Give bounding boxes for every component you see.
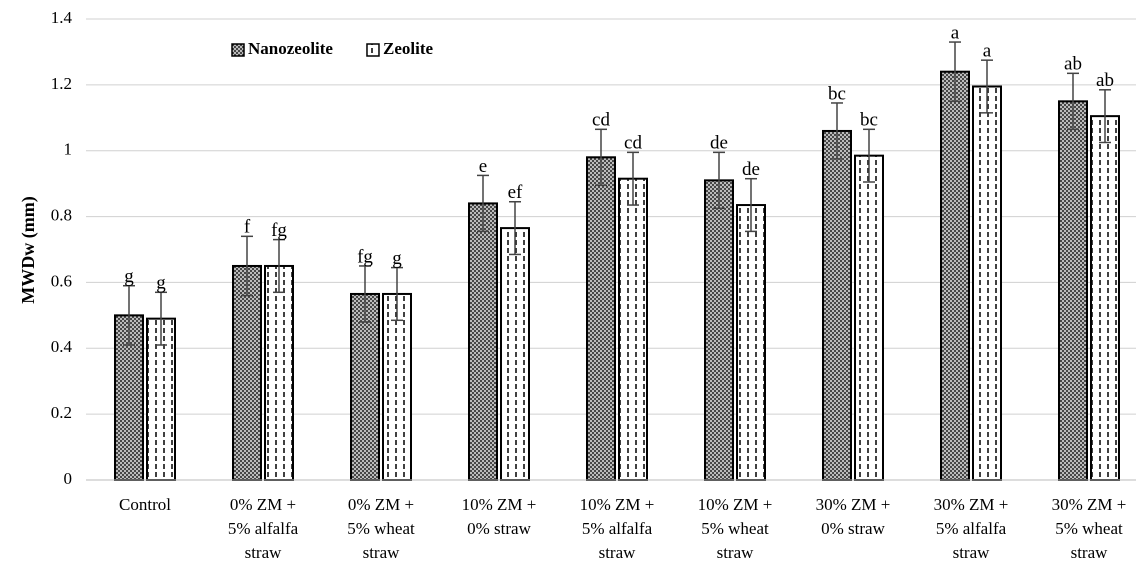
x-tick-label: 10% ZM + 5% alfalfa straw bbox=[580, 495, 655, 562]
significance-letter: g bbox=[124, 266, 134, 287]
bar bbox=[822, 129, 852, 481]
x-tick-label-line: straw bbox=[599, 543, 637, 562]
significance-letter: de bbox=[742, 159, 760, 180]
y-axis-label: MWDw (mm) bbox=[18, 196, 39, 303]
bar bbox=[972, 85, 1002, 481]
significance-letter: a bbox=[951, 22, 960, 43]
bar bbox=[940, 70, 970, 482]
bar bbox=[736, 204, 766, 482]
significance-letter: ef bbox=[508, 182, 523, 203]
significance-letter: bc bbox=[860, 110, 878, 131]
significance-letter: fg bbox=[271, 220, 287, 241]
x-tick-label-line: straw bbox=[1071, 543, 1109, 562]
bar bbox=[382, 292, 412, 482]
x-tick-label-line: 10% ZM + bbox=[698, 495, 773, 514]
x-tick-label-line: 0% straw bbox=[467, 519, 531, 538]
bar bbox=[1090, 115, 1120, 481]
significance-letter: cd bbox=[592, 110, 610, 131]
x-tick-label-line: 30% ZM + bbox=[1052, 495, 1127, 514]
x-tick-label-line: 5% alfalfa bbox=[228, 519, 299, 538]
y-tick-label: 1.4 bbox=[51, 8, 73, 27]
bar bbox=[468, 202, 498, 481]
bar bbox=[854, 154, 884, 481]
significance-letter: e bbox=[479, 156, 487, 177]
significance-letter: ab bbox=[1064, 54, 1082, 75]
x-tick-label: 0% ZM + 5% wheat straw bbox=[347, 495, 415, 562]
bar bbox=[232, 264, 262, 482]
x-tick-label: 30% ZM + 5% alfalfa straw bbox=[934, 495, 1009, 562]
bar bbox=[264, 264, 294, 482]
x-tick-label: 10% ZM + 0% straw bbox=[462, 495, 537, 538]
bar bbox=[1058, 100, 1088, 481]
x-tick-label-line: straw bbox=[363, 543, 401, 562]
x-tick-label-line: 10% ZM + bbox=[462, 495, 537, 514]
x-tick-label-line: 5% alfalfa bbox=[936, 519, 1007, 538]
significance-letter: fg bbox=[357, 246, 373, 267]
x-tick-label-line: 0% straw bbox=[821, 519, 885, 538]
bar bbox=[500, 227, 530, 481]
legend-label: Nanozeolite bbox=[248, 39, 333, 58]
x-tick-label: 10% ZM + 5% wheat straw bbox=[698, 495, 773, 562]
x-tick-label: 0% ZM + 5% alfalfa straw bbox=[228, 495, 299, 562]
x-tick-label: 30% ZM + 5% wheat straw bbox=[1052, 495, 1127, 562]
x-tick-label-line: 0% ZM + bbox=[348, 495, 414, 514]
significance-letter: cd bbox=[624, 133, 642, 154]
x-tick-label-line: 0% ZM + bbox=[230, 495, 296, 514]
significance-letter: bc bbox=[828, 83, 846, 104]
significance-letter: g bbox=[392, 248, 402, 269]
legend-swatch bbox=[231, 43, 245, 57]
bar bbox=[586, 156, 616, 482]
x-tick-label-line: 30% ZM + bbox=[816, 495, 891, 514]
x-tick-label-line: 30% ZM + bbox=[934, 495, 1009, 514]
x-tick-label-line: straw bbox=[717, 543, 755, 562]
significance-letter: de bbox=[710, 133, 728, 154]
y-tick-label: 0.4 bbox=[51, 337, 73, 356]
y-tick-label: 0.2 bbox=[51, 403, 72, 422]
x-tick-label-line: 5% wheat bbox=[701, 519, 769, 538]
x-tick-label: Control bbox=[119, 495, 171, 514]
x-tick-label-line: 10% ZM + bbox=[580, 495, 655, 514]
x-tick-label-line: Control bbox=[119, 495, 171, 514]
significance-letter: g bbox=[156, 273, 166, 294]
y-tick-label: 1 bbox=[64, 140, 73, 159]
bar bbox=[704, 179, 734, 481]
legend-swatch bbox=[366, 43, 380, 57]
x-tick-label-line: 5% alfalfa bbox=[582, 519, 653, 538]
y-tick-label: 0.6 bbox=[51, 271, 72, 290]
significance-letter: a bbox=[983, 41, 992, 62]
bar bbox=[350, 292, 380, 482]
significance-letter: ab bbox=[1096, 70, 1114, 91]
legend-label: Zeolite bbox=[383, 39, 433, 58]
y-tick-label: 1.2 bbox=[51, 74, 72, 93]
y-tick-label: 0 bbox=[64, 469, 73, 488]
y-tick-label: 0.8 bbox=[51, 205, 72, 224]
x-tick-label-line: 5% wheat bbox=[1055, 519, 1123, 538]
x-tick-label-line: straw bbox=[953, 543, 991, 562]
x-tick-label-line: 5% wheat bbox=[347, 519, 415, 538]
x-tick-label-line: straw bbox=[245, 543, 283, 562]
significance-letter: f bbox=[244, 217, 251, 238]
x-tick-label: 30% ZM + 0% straw bbox=[816, 495, 891, 538]
bar bbox=[618, 177, 648, 481]
